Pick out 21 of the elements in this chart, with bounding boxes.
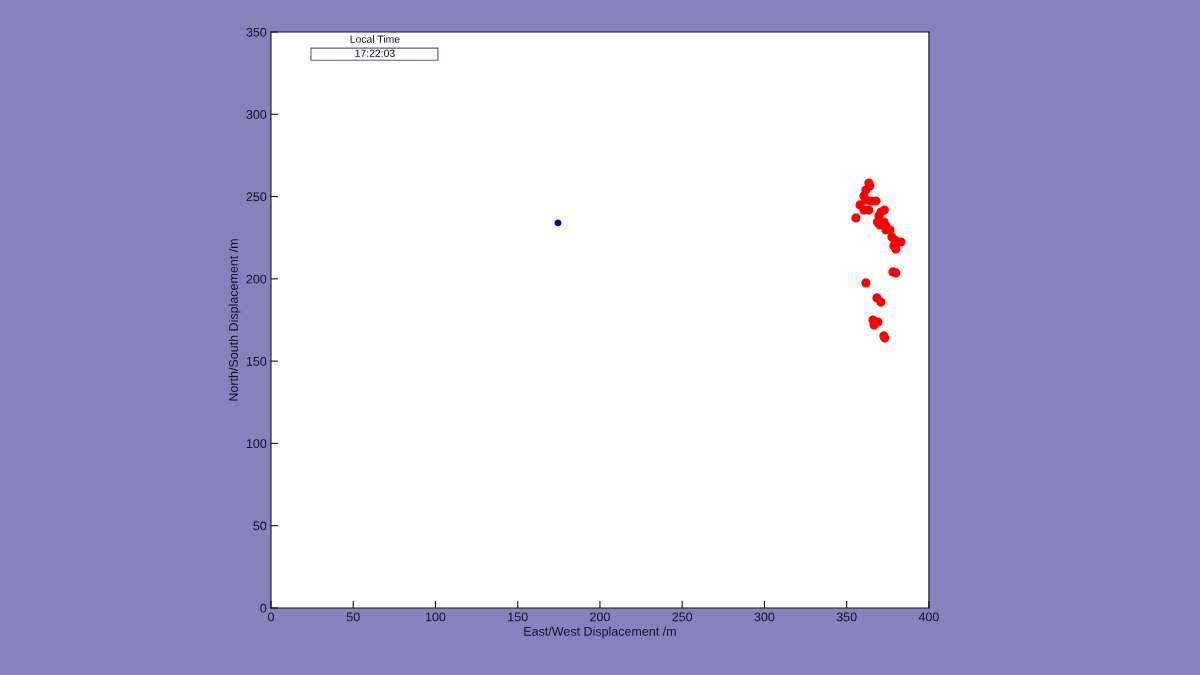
y-tick-label: 200: [246, 274, 267, 284]
x-tick-label: 150: [508, 612, 528, 622]
annotation: Local Time: [350, 35, 400, 43]
x-tick-label: 400: [918, 612, 939, 622]
x-tick-label: 0: [267, 612, 274, 622]
y-tick-label: 0: [260, 603, 267, 613]
y-tick-label: 350: [246, 27, 267, 37]
x-tick-label: 300: [754, 612, 775, 622]
x-tick-label: 250: [672, 612, 693, 622]
x-tick-label: 100: [425, 612, 446, 622]
y-tick-label: 100: [246, 439, 267, 449]
annotation: 17:22:03: [355, 49, 395, 57]
y-axis-title: North/South Displacement /m: [228, 239, 241, 401]
y-tick-label: 250: [246, 192, 267, 202]
y-tick-label: 50: [253, 521, 267, 531]
y-tick-label: 150: [246, 356, 267, 366]
x-tick-label: 350: [836, 612, 857, 622]
x-axis-title: East/West Displacement /m: [524, 626, 676, 639]
x-tick-label: 200: [590, 612, 610, 622]
y-tick-label: 300: [246, 110, 267, 119]
x-tick-label: 50: [346, 612, 360, 622]
